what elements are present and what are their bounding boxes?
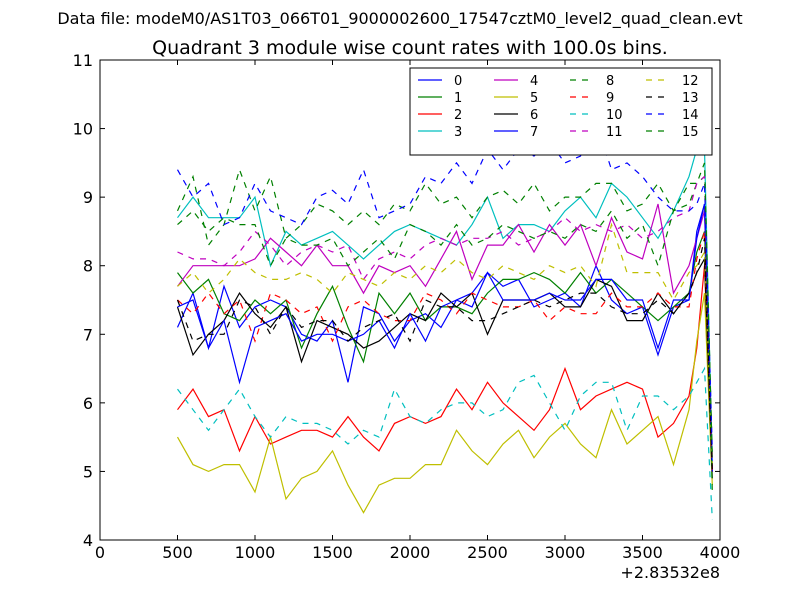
series-line-9 [177,231,713,472]
x-tick-label: 1000 [235,543,276,562]
x-tick-label: 4000 [700,543,741,562]
legend-box [409,67,713,156]
series-line-4 [177,203,713,472]
chart-title: Quadrant 3 module wise count rates with … [152,37,668,59]
legend-label-14: 14 [682,108,699,123]
legend-label-15: 15 [682,125,699,140]
legend-label-10: 10 [606,108,623,123]
legend-label-7: 7 [530,125,538,140]
plot-area: 0 500 1000 1500 2000 2500 3000 3500 400045678910… [73,51,741,562]
y-tick-label: 6 [83,394,93,413]
series-line-8 [176,167,713,493]
legend-label-12: 12 [682,74,699,89]
series-line-15 [177,162,713,458]
legend-label-5: 5 [530,91,538,106]
x-tick-label: 0 [95,543,105,562]
legend-label-1: 1 [454,91,462,106]
legend-label-0: 0 [454,74,462,89]
series-line-7 [177,203,713,472]
x-axis-offset-label: +2.83532e8 [620,563,720,582]
x-tick-label: 1500 [312,543,353,562]
legend-label-9: 9 [606,91,614,106]
y-tick-label: 8 [83,257,93,276]
legend-label-2: 2 [454,108,462,123]
series-line-11 [177,175,713,458]
y-tick-label: 9 [83,188,93,207]
series-line-10 [177,366,713,520]
y-tick-label: 4 [83,531,93,550]
chart-suptitle: Data file: modeM0/AS1T03_066T01_90000026… [57,9,742,29]
legend-label-13: 13 [682,91,699,106]
x-tick-label: 3000 [545,543,586,562]
x-tick-label: 2500 [467,543,508,562]
y-tick-label: 5 [83,462,93,481]
series-lines [176,120,713,520]
series-line-13 [176,238,713,472]
y-tick-label: 7 [83,325,93,344]
x-tick-label: 500 [162,543,193,562]
series-line-12 [177,222,713,465]
legend-label-6: 6 [530,108,538,123]
x-tick-label: 2000 [390,543,431,562]
series-line-2 [177,265,713,472]
legend-label-4: 4 [530,74,538,89]
x-tick-label: 3500 [622,543,663,562]
legend-label-3: 3 [454,125,462,140]
series-line-1 [177,231,713,458]
legend-label-11: 11 [606,125,623,140]
series-line-6 [176,256,713,479]
series-line-0 [176,203,713,472]
y-tick-label: 10 [73,120,93,139]
series-line-14 [176,120,713,451]
y-tick-label: 11 [73,51,93,70]
legend-label-8: 8 [606,74,614,89]
